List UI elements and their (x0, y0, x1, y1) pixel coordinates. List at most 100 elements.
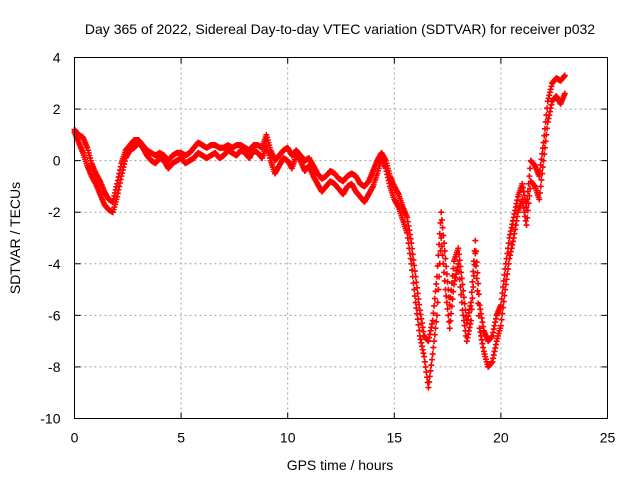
data-point (414, 284, 421, 291)
data-point (431, 295, 438, 302)
y-tick-label: -6 (48, 307, 61, 323)
data-point (473, 248, 480, 255)
data-point (426, 373, 433, 380)
data-point (432, 325, 439, 332)
data-point (436, 241, 443, 248)
data-point (438, 216, 445, 223)
data-point (455, 251, 462, 258)
data-point (503, 255, 510, 262)
data-point (498, 316, 505, 323)
data-point (449, 272, 456, 279)
data-point (470, 258, 477, 265)
data-point (447, 317, 454, 324)
data-point (474, 287, 481, 294)
data-point (448, 280, 455, 287)
data-point (414, 290, 421, 297)
data-point (499, 290, 506, 297)
data-point (435, 252, 442, 259)
data-point (469, 278, 476, 285)
data-point (539, 145, 546, 152)
data-point (445, 286, 452, 293)
data-point (421, 353, 428, 360)
data-point (468, 317, 475, 324)
data-point (409, 267, 416, 274)
data-point (443, 271, 450, 278)
data-point (541, 132, 548, 139)
data-point (412, 273, 419, 280)
data-point (470, 268, 477, 275)
data-point (423, 369, 430, 376)
data-point (469, 295, 476, 302)
data-point (433, 312, 440, 319)
data-point (433, 318, 440, 325)
data-point (460, 294, 467, 301)
data-point (433, 273, 440, 280)
data-point (458, 269, 465, 276)
data-point (561, 72, 568, 79)
x-axis-label: GPS time / hours (287, 457, 394, 473)
data-point (410, 280, 417, 287)
data-point (413, 279, 420, 286)
y-tick-label: -10 (40, 411, 60, 427)
data-point (536, 189, 543, 196)
data-point (504, 250, 511, 257)
x-tick-label: 20 (493, 430, 509, 446)
data-point (450, 265, 457, 272)
y-tick-label: -4 (48, 256, 61, 272)
y-tick-label: 2 (53, 101, 61, 117)
data-point (438, 209, 445, 216)
data-point (441, 247, 448, 254)
data-point (430, 310, 437, 317)
data-point (431, 338, 438, 345)
data-point (444, 278, 451, 285)
data-point (431, 302, 438, 309)
data-point (442, 255, 449, 262)
data-point (457, 263, 464, 270)
data-point (447, 294, 454, 301)
y-axis-label: SDTVAR / TECUs (7, 182, 23, 294)
data-point (422, 363, 429, 370)
chart-title: Day 365 of 2022, Sidereal Day-to-day VTE… (85, 21, 595, 37)
data-point (540, 139, 547, 146)
data-point (536, 173, 543, 180)
data-point (536, 196, 543, 203)
data-points (71, 72, 568, 391)
data-point (414, 310, 421, 317)
data-point (541, 125, 548, 132)
data-point (434, 262, 441, 269)
data-point (416, 327, 423, 334)
data-point (439, 224, 446, 231)
data-point (415, 321, 422, 328)
x-tick-label: 15 (387, 430, 403, 446)
data-point (410, 256, 417, 263)
data-point (472, 237, 479, 244)
x-tick-label: 5 (177, 430, 185, 446)
data-point (498, 296, 505, 303)
data-point (468, 299, 475, 306)
data-point (415, 296, 422, 303)
data-point (460, 287, 467, 294)
data-point (409, 251, 416, 258)
data-point (448, 287, 455, 294)
data-point (441, 277, 448, 284)
data-point (474, 269, 481, 276)
data-point (542, 118, 549, 125)
data-point (505, 240, 512, 247)
data-point (421, 358, 428, 365)
data-point (416, 301, 423, 308)
data-point (524, 207, 531, 214)
data-point (411, 262, 418, 269)
data-point (543, 112, 550, 119)
data-point (497, 322, 504, 329)
data-point (444, 305, 451, 312)
data-point (561, 90, 568, 97)
data-point (412, 299, 419, 306)
x-tick-label: 10 (280, 430, 296, 446)
data-point (524, 188, 531, 195)
data-point (456, 257, 463, 264)
data-point (409, 245, 416, 252)
data-point (429, 351, 436, 358)
y-tick-label: 0 (53, 153, 61, 169)
data-point (425, 384, 432, 391)
